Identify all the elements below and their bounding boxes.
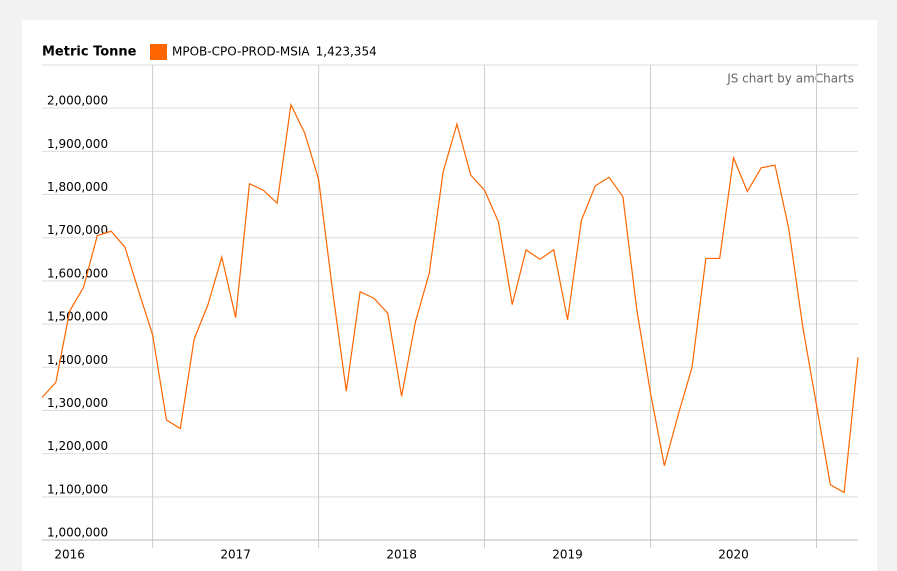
x-tick-label: 2018: [386, 548, 417, 562]
line: [41, 102, 859, 494]
y-tick-label: 1,200,000: [47, 439, 108, 453]
y-tick-label: 1,000,000: [47, 526, 108, 540]
y-tick-label: 1,100,000: [47, 482, 108, 496]
credit: JS chart by amCharts: [726, 72, 854, 86]
x-tick-label: 2019: [552, 548, 583, 562]
y-tick-label: 1,700,000: [47, 223, 108, 237]
y-tick-label: 1,300,000: [47, 396, 108, 410]
legend-swatch: [150, 44, 167, 60]
x-tick-label: 2016: [54, 548, 85, 562]
y-tick-label: 1,400,000: [47, 353, 108, 367]
y-tick-label: 1,800,000: [47, 180, 108, 194]
y-tick-label: 1,500,000: [47, 310, 108, 324]
y-tick-label: 2,000,000: [47, 94, 108, 108]
panel: [22, 20, 877, 571]
x-tick-label: 2020: [718, 548, 749, 562]
x-tick-label: 2017: [220, 548, 251, 562]
legend-label: MPOB-CPO-PROD-MSIA: [172, 45, 310, 59]
y-tick-label: 1,600,000: [47, 266, 108, 280]
axis-title: Metric Tonne: [42, 45, 137, 60]
y-tick-label: 1,900,000: [47, 137, 108, 151]
legend-value: 1,423,354: [316, 45, 377, 59]
